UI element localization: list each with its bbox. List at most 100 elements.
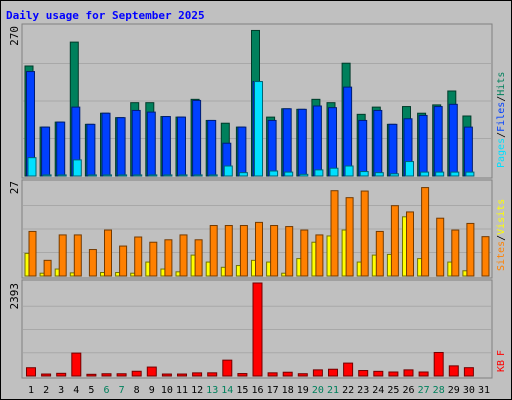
legend-sites: Sites [496,241,507,271]
day-label: 12 [191,385,203,396]
bar-sites [88,249,97,277]
bar-sites [134,236,143,277]
bar-sites [466,222,475,277]
bar-files [41,126,51,177]
bar-kbytes [41,373,52,377]
bar-pages [329,167,339,177]
day-label: 8 [134,385,140,396]
bar-pages [450,171,460,177]
day-label: 13 [206,385,218,396]
bar-kbytes [86,373,97,377]
day-label: 28 [433,385,445,396]
chart-marks [23,29,491,377]
bar-files [433,106,443,177]
day-label: 22 [342,385,354,396]
y-max-label-kbytes: 2393 [8,283,21,310]
bar-files [282,108,292,177]
bar-files [463,126,473,177]
bar-kbytes [177,373,187,377]
bar-pages [87,174,97,177]
bar-pages [193,174,203,177]
day-label: 10 [161,385,173,396]
bar-sites [239,225,248,277]
bar-sites [360,190,369,277]
day-label: 3 [58,385,64,396]
bar-files [267,119,277,177]
day-label: 2 [43,385,49,396]
bar-kbytes [146,366,157,377]
bar-sites [255,221,263,277]
day-label: 25 [387,385,399,396]
day-label: 31 [478,385,490,396]
bar-files [161,116,171,177]
bar-sites [104,229,112,277]
bar-files [237,126,247,177]
day-label: 19 [297,385,309,396]
bar-pages [57,174,67,177]
bar-pages [374,172,384,177]
bar-sites [73,234,82,277]
legend-sep: / [496,235,507,241]
legend-sep: / [496,96,507,102]
bar-pages [72,159,82,177]
day-label: 17 [267,385,279,396]
bar-files [448,103,458,177]
bar-sites [58,234,67,277]
day-label: 15 [236,385,248,396]
bar-sites [28,230,37,277]
day-label: 6 [103,385,109,396]
bar-sites [300,229,309,277]
day-label: 18 [282,385,294,396]
bar-sites [406,211,414,277]
bar-pages [269,170,279,177]
bar-files [192,99,202,177]
bar-files [116,117,126,177]
legend-pages-files-hits: Pages/Files/Hits [496,72,507,168]
bar-sites [119,245,128,277]
bar-files [146,111,156,177]
day-label: 16 [251,385,263,396]
bar-files [358,119,368,177]
bar-files [101,112,111,177]
bar-pages [103,174,112,177]
chart-title: Daily usage for September 2025 [6,9,205,22]
bar-pages [208,174,218,177]
legend-pages: Pages [496,138,507,168]
bar-sites [345,197,354,277]
bar-sites [330,190,339,277]
bar-pages [42,174,52,177]
bar-pages [314,169,324,177]
bar-files [56,121,66,177]
bar-files [343,86,353,177]
bar-pages [420,171,430,177]
bar-kbytes [26,367,36,377]
bar-kbytes [418,371,429,377]
day-label: 9 [149,385,155,396]
bar-sites [375,230,384,277]
day-label: 7 [119,385,125,396]
bar-pages [254,81,263,177]
day-label: 5 [88,385,94,396]
bar-kbytes [116,373,127,377]
bar-pages [344,165,354,177]
bar-files [86,123,96,177]
bar-sites [224,225,233,277]
bar-kbytes [207,372,218,377]
legend-hits: Hits [496,72,507,96]
bar-pages [27,157,37,177]
bar-pages [118,174,128,177]
bar-kbytes [252,282,263,377]
bar-kbytes [222,359,233,377]
bar-pages [238,172,248,177]
day-label: 23 [357,385,369,396]
legend-kbytes: KB F [496,350,507,372]
bar-sites [209,225,218,277]
bar-files [131,109,141,177]
bar-kbytes [101,373,112,377]
day-label: 24 [372,385,384,396]
day-labels: 1 2 3 4 5 6 7 8 9 10 11 12 13 14 15 16 17 18 19 20 21 22 23 24 2… [28,385,490,396]
bar-pages [133,174,143,177]
bar-kbytes [131,370,142,377]
day-label: 11 [176,385,188,396]
